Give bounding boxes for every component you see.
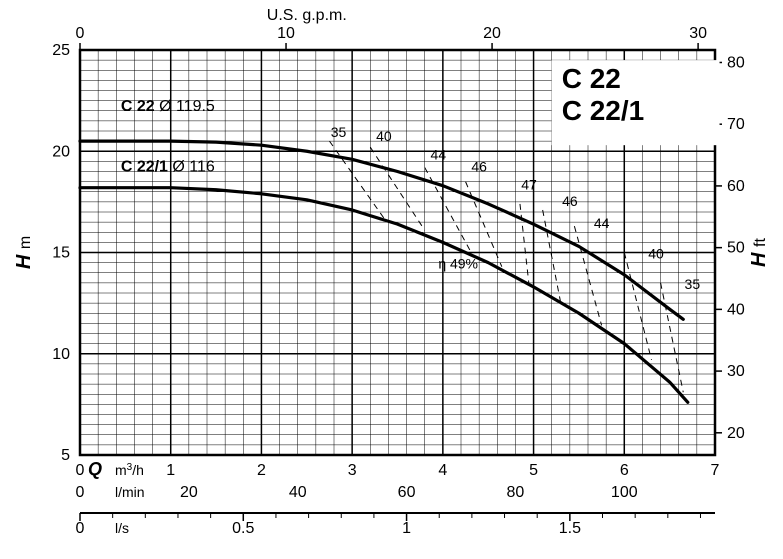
x-lmin-unit: l/min [115, 484, 145, 500]
x-ls-unit: l/s [115, 520, 129, 536]
x-top-unit: U.S. g.p.m. [267, 7, 347, 24]
chart-title-line: C 22/1 [562, 95, 645, 126]
x-top-tick: 20 [483, 25, 501, 42]
x-lmin-tick: 40 [289, 484, 307, 501]
eta-label: η 49% [438, 256, 478, 272]
y-left-tick: 10 [52, 346, 70, 363]
chart-title-line: C 22 [562, 63, 621, 94]
x-m3h-tick: 7 [711, 462, 720, 479]
eff-label: 35 [331, 124, 347, 140]
x-m3h-tick: 4 [438, 462, 447, 479]
y-right-tick: 40 [727, 301, 745, 318]
x-lmin-tick: 20 [180, 484, 198, 501]
x-m3h-tick: 6 [620, 462, 629, 479]
y-left-tick: 5 [61, 447, 70, 464]
x-ls-tick: 1 [402, 520, 411, 537]
x-top-tick: 30 [689, 25, 707, 42]
x-m3h-tick: 3 [348, 462, 357, 479]
x-lmin-tick: 60 [398, 484, 416, 501]
y-left-tick: 15 [52, 245, 70, 262]
eff-label: 47 [521, 177, 537, 193]
x-lmin-tick: 0 [76, 484, 85, 501]
eff-label: 40 [648, 246, 664, 262]
curve-label-C22-1: C 22/1 Ø 116 [121, 159, 215, 176]
y-left-tick: 20 [52, 143, 70, 160]
x-ls-tick: 0 [76, 520, 85, 537]
x-m3h-tick: 1 [166, 462, 175, 479]
y-right-tick: 50 [727, 240, 745, 257]
q-symbol: Q [88, 459, 102, 479]
eff-label: 40 [376, 128, 392, 144]
x-lmin-tick: 80 [507, 484, 525, 501]
x-m3h-tick: 2 [257, 462, 266, 479]
y-left-axis-label: H m [13, 236, 35, 269]
y-right-tick: 80 [727, 54, 745, 71]
x-m3h-tick: 0 [76, 462, 85, 479]
eff-label: 44 [431, 146, 447, 162]
eff-label: 46 [562, 193, 578, 209]
x-top-tick: 0 [76, 25, 85, 42]
x-top-tick: 10 [277, 25, 295, 42]
y-right-axis-label: H ft [748, 238, 770, 267]
x-m3h-tick: 5 [529, 462, 538, 479]
pump-curve-chart: 510152025H m20304050607080H ft0102030U.S… [0, 0, 783, 559]
x-ls-tick: 0.5 [232, 520, 254, 537]
y-left-tick: 25 [52, 42, 70, 59]
eff-label: 44 [594, 215, 610, 231]
y-right-tick: 20 [727, 425, 745, 442]
y-right-tick: 70 [727, 116, 745, 133]
x-lmin-tick: 100 [611, 484, 638, 501]
y-right-tick: 30 [727, 363, 745, 380]
x-ls-tick: 1.5 [559, 520, 581, 537]
curve-label-C22: C 22 Ø 119.5 [121, 98, 215, 115]
y-right-tick: 60 [727, 178, 745, 195]
eff-label: 46 [471, 159, 487, 175]
eff-label: 35 [685, 276, 701, 292]
